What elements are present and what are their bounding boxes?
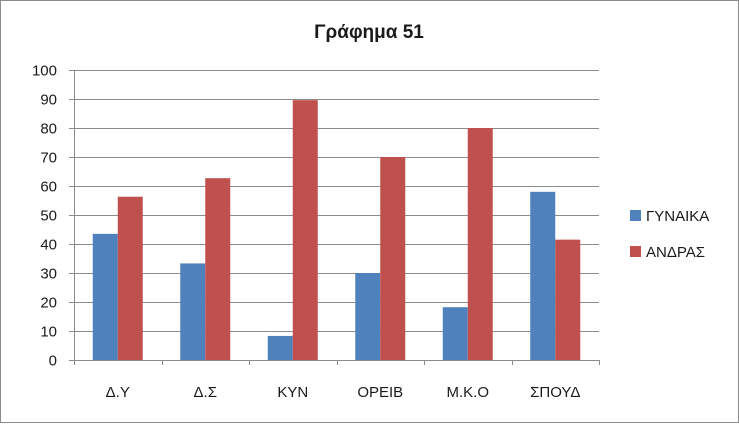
y-tick-label: 10 (40, 324, 57, 341)
y-tick-label: 60 (40, 179, 57, 196)
bar-women-3 (355, 273, 381, 360)
y-tick-label: 80 (40, 121, 57, 138)
x-tick-label: Δ.Υ (106, 384, 130, 401)
chart-title: Γράφημα 51 (314, 22, 424, 43)
grid-lines (74, 70, 599, 332)
legend-label: ΓΥΝΑΙΚΑ (646, 208, 709, 225)
bar-women-5 (530, 191, 556, 360)
y-tick-label: 90 (40, 92, 57, 109)
bar-women-0 (92, 233, 118, 360)
legend-swatch (630, 210, 641, 221)
bar-men-4 (467, 128, 493, 360)
y-tick-label: 50 (40, 208, 57, 225)
x-axis-ticks: Δ.Υ Δ.Σ ΚΥΝ ΟΡΕΙΒ Μ.Κ.Ο ΣΠΟΥΔ (74, 360, 600, 401)
y-tick-label: 0 (49, 353, 57, 370)
bar-men-5 (555, 239, 581, 360)
y-tick-label: 40 (40, 237, 57, 254)
y-tick-label: 30 (40, 266, 57, 283)
bars (92, 100, 581, 360)
x-tick-label: Μ.Κ.Ο (446, 384, 489, 401)
axes (74, 70, 599, 361)
x-tick-label: ΣΠΟΥΔ (530, 384, 580, 401)
y-tick-label: 100 (32, 63, 57, 80)
legend: ΓΥΝΑΙΚΑ ΑΝΔΡΑΣ (630, 208, 709, 261)
legend-label: ΑΝΔΡΑΣ (646, 244, 705, 261)
x-tick-label: ΟΡΕΙΒ (357, 384, 403, 401)
x-tick-label: ΚΥΝ (277, 384, 308, 401)
y-tick-label: 20 (40, 295, 57, 312)
bar-men-0 (117, 196, 143, 360)
bar-women-1 (180, 263, 206, 360)
y-axis-ticks: 0 10 20 30 40 50 60 70 80 90 100 (32, 63, 74, 370)
bar-women-2 (267, 335, 293, 360)
x-tick-label: Δ.Σ (194, 384, 217, 401)
bar-men-2 (292, 100, 318, 360)
bar-men-1 (205, 178, 231, 360)
y-tick-label: 70 (40, 150, 57, 167)
bar-men-3 (380, 157, 406, 360)
bar-women-4 (442, 307, 468, 360)
legend-swatch (630, 246, 641, 257)
